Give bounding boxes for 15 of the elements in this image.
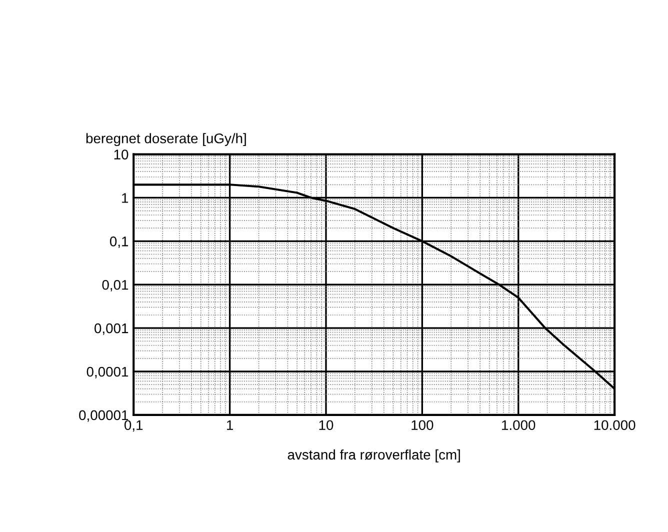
x-tick-label: 100	[412, 420, 434, 430]
y-tick-label: 0,00001	[79, 410, 128, 422]
x-tick-label: 1.000	[502, 420, 536, 430]
y-tick-label: 0,001	[94, 323, 128, 335]
y-tick-label: 0,1	[110, 236, 128, 248]
x-tick-label: 1	[226, 420, 233, 430]
y-tick-label: 0,0001	[86, 366, 128, 378]
y-tick-label: 10	[114, 150, 128, 160]
y-axis-title: beregnet doserate [uGy/h]	[86, 133, 246, 146]
x-axis-title: avstand fra røroverflate [cm]	[288, 449, 460, 462]
x-tick-label: 10	[319, 420, 334, 430]
x-tick-label: 10.000	[594, 420, 636, 430]
y-tick-label: 0,01	[102, 280, 128, 292]
y-tick-label: 1	[122, 193, 128, 203]
x-tick-label: 0,1	[124, 420, 143, 432]
